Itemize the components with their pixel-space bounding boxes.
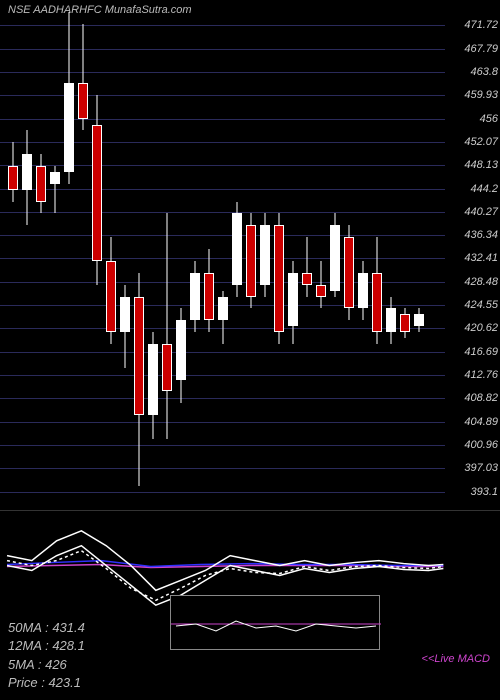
- price-axis-label: 420.62: [464, 322, 498, 334]
- candle-body: [64, 83, 74, 172]
- price-axis-label: 424.55: [464, 299, 498, 311]
- candle-body: [400, 314, 410, 332]
- candle-body: [414, 314, 424, 326]
- candle: [134, 0, 144, 510]
- price-value: Price : 423.1: [8, 674, 85, 692]
- chart-container: NSE AADHARHFC MunafaSutra.com 471.72 467.…: [0, 0, 500, 700]
- candle-body: [288, 273, 298, 326]
- ma12-value: 12MA : 428.1: [8, 637, 85, 655]
- candle: [288, 0, 298, 510]
- candle-body: [260, 225, 270, 284]
- candle-body: [148, 344, 158, 415]
- candle: [36, 0, 46, 510]
- candle: [316, 0, 326, 510]
- candle-body: [8, 166, 18, 190]
- candle: [176, 0, 186, 510]
- info-panel: 50MA : 431.4 12MA : 428.1 5MA : 426 Pric…: [8, 619, 85, 692]
- candle: [386, 0, 396, 510]
- price-axis-label: 393.1: [470, 486, 498, 498]
- candle: [414, 0, 424, 510]
- macd-line: [7, 531, 443, 591]
- candle-body: [162, 344, 172, 391]
- candle-body: [176, 320, 186, 379]
- candle-body: [358, 273, 368, 309]
- candle-body: [190, 273, 200, 320]
- candle-wick: [167, 213, 168, 438]
- candle-body: [316, 285, 326, 297]
- candle: [302, 0, 312, 510]
- candle: [260, 0, 270, 510]
- candle: [190, 0, 200, 510]
- candle-body: [344, 237, 354, 308]
- candle: [78, 0, 88, 510]
- live-line: [176, 621, 376, 631]
- candle: [64, 0, 74, 510]
- price-axis-label: 463.8: [470, 66, 498, 78]
- candle: [148, 0, 158, 510]
- candle-body: [22, 154, 32, 190]
- candle: [50, 0, 60, 510]
- chart-title: NSE AADHARHFC MunafaSutra.com: [8, 4, 192, 16]
- price-axis-label: 404.89: [464, 416, 498, 428]
- price-axis-label: 440.27: [464, 206, 498, 218]
- live-macd-box: [170, 595, 380, 650]
- candle: [162, 0, 172, 510]
- candle: [218, 0, 228, 510]
- candle: [330, 0, 340, 510]
- price-axis-label: 397.03: [464, 462, 498, 474]
- candle-body: [36, 166, 46, 202]
- candle-body: [386, 308, 396, 332]
- candle-body: [330, 225, 340, 290]
- live-macd-label: <<Live MACD: [422, 653, 490, 665]
- candle: [400, 0, 410, 510]
- price-axis-label: 412.76: [464, 369, 498, 381]
- candle: [22, 0, 32, 510]
- candle-body: [120, 297, 130, 333]
- price-axis-label: 448.13: [464, 159, 498, 171]
- candle: [120, 0, 130, 510]
- price-axis-label: 436.34: [464, 229, 498, 241]
- candle-wick: [307, 237, 308, 296]
- candle-body: [134, 297, 144, 416]
- price-axis-label: 428.48: [464, 276, 498, 288]
- price-axis-label: 467.79: [464, 43, 498, 55]
- candle-body: [246, 225, 256, 296]
- ma50-value: 50MA : 431.4: [8, 619, 85, 637]
- price-axis-label: 459.93: [464, 89, 498, 101]
- candle: [372, 0, 382, 510]
- candle-body: [302, 273, 312, 285]
- candle-body: [372, 273, 382, 332]
- price-axis-label: 416.69: [464, 346, 498, 358]
- live-macd-mini: [171, 596, 381, 651]
- price-axis-label: 432.41: [464, 252, 498, 264]
- price-axis-label: 400.96: [464, 439, 498, 451]
- candle: [232, 0, 242, 510]
- price-axis-label: 452.07: [464, 136, 498, 148]
- candle: [92, 0, 102, 510]
- candle-body: [78, 83, 88, 119]
- price-axis-label: 408.82: [464, 392, 498, 404]
- ma5-value: 5MA : 426: [8, 656, 85, 674]
- price-axis-label: 444.2: [470, 183, 498, 195]
- candle: [274, 0, 284, 510]
- candle-body: [92, 125, 102, 261]
- candle-body: [106, 261, 116, 332]
- candle-body: [232, 213, 242, 284]
- candle: [204, 0, 214, 510]
- candle-body: [274, 225, 284, 332]
- candle-body: [50, 172, 60, 184]
- candle: [8, 0, 18, 510]
- price-axis-label: 471.72: [464, 19, 498, 31]
- candle: [344, 0, 354, 510]
- price-chart: NSE AADHARHFC MunafaSutra.com 471.72 467.…: [0, 0, 500, 510]
- candle-body: [204, 273, 214, 320]
- candle-body: [218, 297, 228, 321]
- price-axis-label: 456: [480, 113, 498, 125]
- candle: [358, 0, 368, 510]
- candle: [246, 0, 256, 510]
- candle: [106, 0, 116, 510]
